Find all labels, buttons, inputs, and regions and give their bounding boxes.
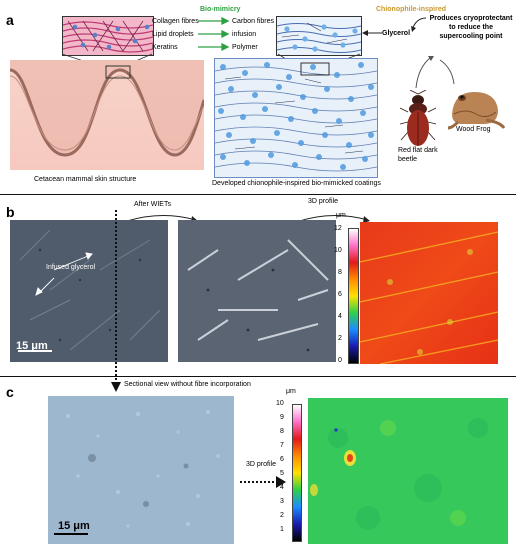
- biomimicry-title: Bio-mimicry: [200, 6, 241, 13]
- infused-glycerol-label: Infused glycerol: [46, 264, 96, 271]
- colorbar-tick-b: 10: [334, 247, 342, 254]
- panel-label-c: c: [6, 384, 14, 400]
- divider-a-b: [0, 194, 516, 195]
- divider-b-c: [0, 376, 516, 377]
- colorbar-c: [292, 404, 302, 542]
- beetle-icon: [399, 90, 437, 146]
- panel-label-a: a: [6, 12, 14, 28]
- coating-inset-drawing: [277, 22, 361, 53]
- biomimicry-bracket: [200, 8, 240, 18]
- coating-illustration: [214, 58, 378, 178]
- label-infusion: infusion: [232, 31, 257, 38]
- label-collagen: Collagen fibres: [152, 18, 199, 25]
- skin-inset-box: [62, 16, 154, 56]
- colorbar-unit-c: μm: [286, 388, 296, 395]
- after-wiets-label: After WIETs: [134, 201, 171, 208]
- profile-arrow-c: [240, 476, 286, 488]
- colorbar-tick-b: 0: [338, 357, 342, 364]
- micrograph-sectional: [48, 396, 234, 544]
- animal-arrows: [415, 56, 455, 89]
- scale-bar-label-c: 15 μm: [58, 520, 90, 532]
- label-carbon-fibres: Carbon fibres: [232, 18, 275, 25]
- colorbar-tick-b: 8: [338, 269, 342, 276]
- panel-label-b: b: [6, 204, 15, 220]
- colorbar-tick-c: 5: [280, 470, 284, 477]
- colorbar-tick-c: 7: [280, 442, 284, 449]
- scale-bar-c: [54, 533, 88, 535]
- chionophile-title: Chionophile-inspired: [376, 6, 446, 13]
- frog-icon: [447, 92, 506, 130]
- heatmap-3d-profile-c: [308, 398, 508, 544]
- micrograph-infused: [10, 220, 168, 362]
- beetle-label: Red flat dark beetle: [398, 147, 438, 163]
- colorbar-tick-c: 6: [280, 456, 284, 463]
- label-glycerol: Glycerol: [382, 30, 411, 37]
- colorbar-tick-b: 6: [338, 291, 342, 298]
- coating-caption: Developed chionophile-inspired bio-mimic…: [212, 180, 381, 187]
- colorbar-b: [348, 228, 359, 364]
- produces-arrow: [411, 17, 427, 32]
- colorbar-tick-b: 12: [334, 225, 342, 232]
- coating-inset-box: [276, 16, 362, 56]
- colorbar-tick-b: 4: [338, 313, 342, 320]
- label-keratins: Keratins: [152, 44, 178, 51]
- colorbar-tick-c: 8: [280, 428, 284, 435]
- micrograph-after-wiets: [178, 220, 336, 362]
- colorbar-tick-c: 9: [280, 414, 284, 421]
- produces-text: Produces cryoprotectant to reduce the su…: [429, 15, 513, 40]
- profile-3d-label-c: 3D profile: [246, 461, 276, 468]
- glycerol-arrow: [362, 30, 382, 36]
- cetacean-caption: Cetacean mammal skin structure: [34, 176, 137, 183]
- label-lipid: Lipid droplets: [152, 31, 194, 38]
- label-polymer: Polymer: [232, 44, 258, 51]
- frog-label: Wood Frog: [456, 126, 491, 133]
- sectional-view-label: Sectional view without fibre incorporati…: [124, 381, 251, 388]
- skin-inset-drawing: [63, 17, 153, 55]
- biomimicry-arrows: [198, 16, 230, 52]
- colorbar-tick-c: 10: [276, 400, 284, 407]
- colorbar-tick-b: 2: [338, 335, 342, 342]
- scale-bar-label-b: 15 μm: [16, 340, 48, 352]
- colorbar-unit-b: μm: [336, 212, 346, 219]
- colorbar-tick-c: 1: [280, 526, 284, 533]
- colorbar-tick-c: 2: [280, 512, 284, 519]
- cetacean-skin-illustration: [10, 60, 204, 170]
- section-line: [111, 210, 121, 392]
- colorbar-tick-c: 4: [280, 484, 284, 491]
- heatmap-3d-profile-b: [360, 222, 498, 364]
- profile-3d-label-b: 3D profile: [308, 198, 338, 205]
- colorbar-tick-c: 3: [280, 498, 284, 505]
